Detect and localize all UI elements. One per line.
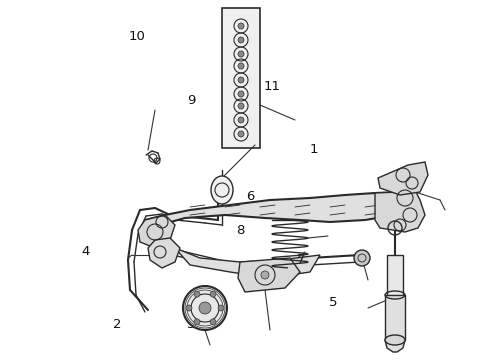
Polygon shape <box>175 248 320 278</box>
Text: 5: 5 <box>329 296 338 309</box>
Text: 2: 2 <box>113 318 122 330</box>
Circle shape <box>183 286 227 330</box>
Ellipse shape <box>211 176 233 204</box>
Circle shape <box>238 77 244 83</box>
Circle shape <box>238 117 244 123</box>
Circle shape <box>238 131 244 137</box>
Circle shape <box>210 291 216 297</box>
Text: 6: 6 <box>245 190 254 203</box>
Text: 3: 3 <box>187 318 196 330</box>
Circle shape <box>238 91 244 97</box>
Circle shape <box>186 305 192 311</box>
Polygon shape <box>238 258 300 292</box>
Bar <box>385 295 405 340</box>
Text: 7: 7 <box>297 253 306 266</box>
Circle shape <box>238 103 244 109</box>
Circle shape <box>218 305 224 311</box>
Text: 8: 8 <box>236 224 245 237</box>
Circle shape <box>194 291 200 297</box>
Text: 1: 1 <box>309 143 318 156</box>
Polygon shape <box>148 238 180 268</box>
Polygon shape <box>385 340 405 352</box>
Circle shape <box>199 302 211 314</box>
Polygon shape <box>138 215 175 248</box>
Bar <box>222 8 260 148</box>
Ellipse shape <box>385 335 405 345</box>
Circle shape <box>238 37 244 43</box>
Text: 10: 10 <box>129 30 146 42</box>
Circle shape <box>238 51 244 57</box>
Bar <box>387 255 403 340</box>
Text: 4: 4 <box>81 246 90 258</box>
Circle shape <box>354 250 370 266</box>
Text: 9: 9 <box>187 94 196 107</box>
Circle shape <box>238 23 244 29</box>
Circle shape <box>194 319 200 325</box>
Polygon shape <box>378 162 428 195</box>
Polygon shape <box>145 190 415 225</box>
Polygon shape <box>375 190 425 232</box>
Text: 11: 11 <box>264 80 280 93</box>
Circle shape <box>261 271 269 279</box>
Circle shape <box>238 63 244 69</box>
Circle shape <box>210 319 216 325</box>
